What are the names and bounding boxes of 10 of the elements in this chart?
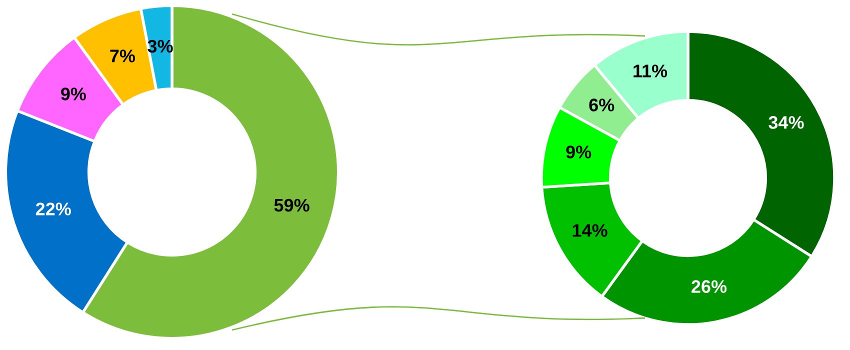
data-label: 34% xyxy=(768,116,804,129)
data-label: 9% xyxy=(566,146,592,158)
data-label: 11% xyxy=(634,64,668,78)
data-label: 6% xyxy=(589,98,614,112)
data-label: 9% xyxy=(61,88,86,100)
data-label: 7% xyxy=(110,50,136,62)
data-label: 22% xyxy=(36,202,71,216)
data-label: 14% xyxy=(572,224,608,237)
data-label: 59% xyxy=(274,198,310,212)
data-label: 26% xyxy=(692,280,727,293)
